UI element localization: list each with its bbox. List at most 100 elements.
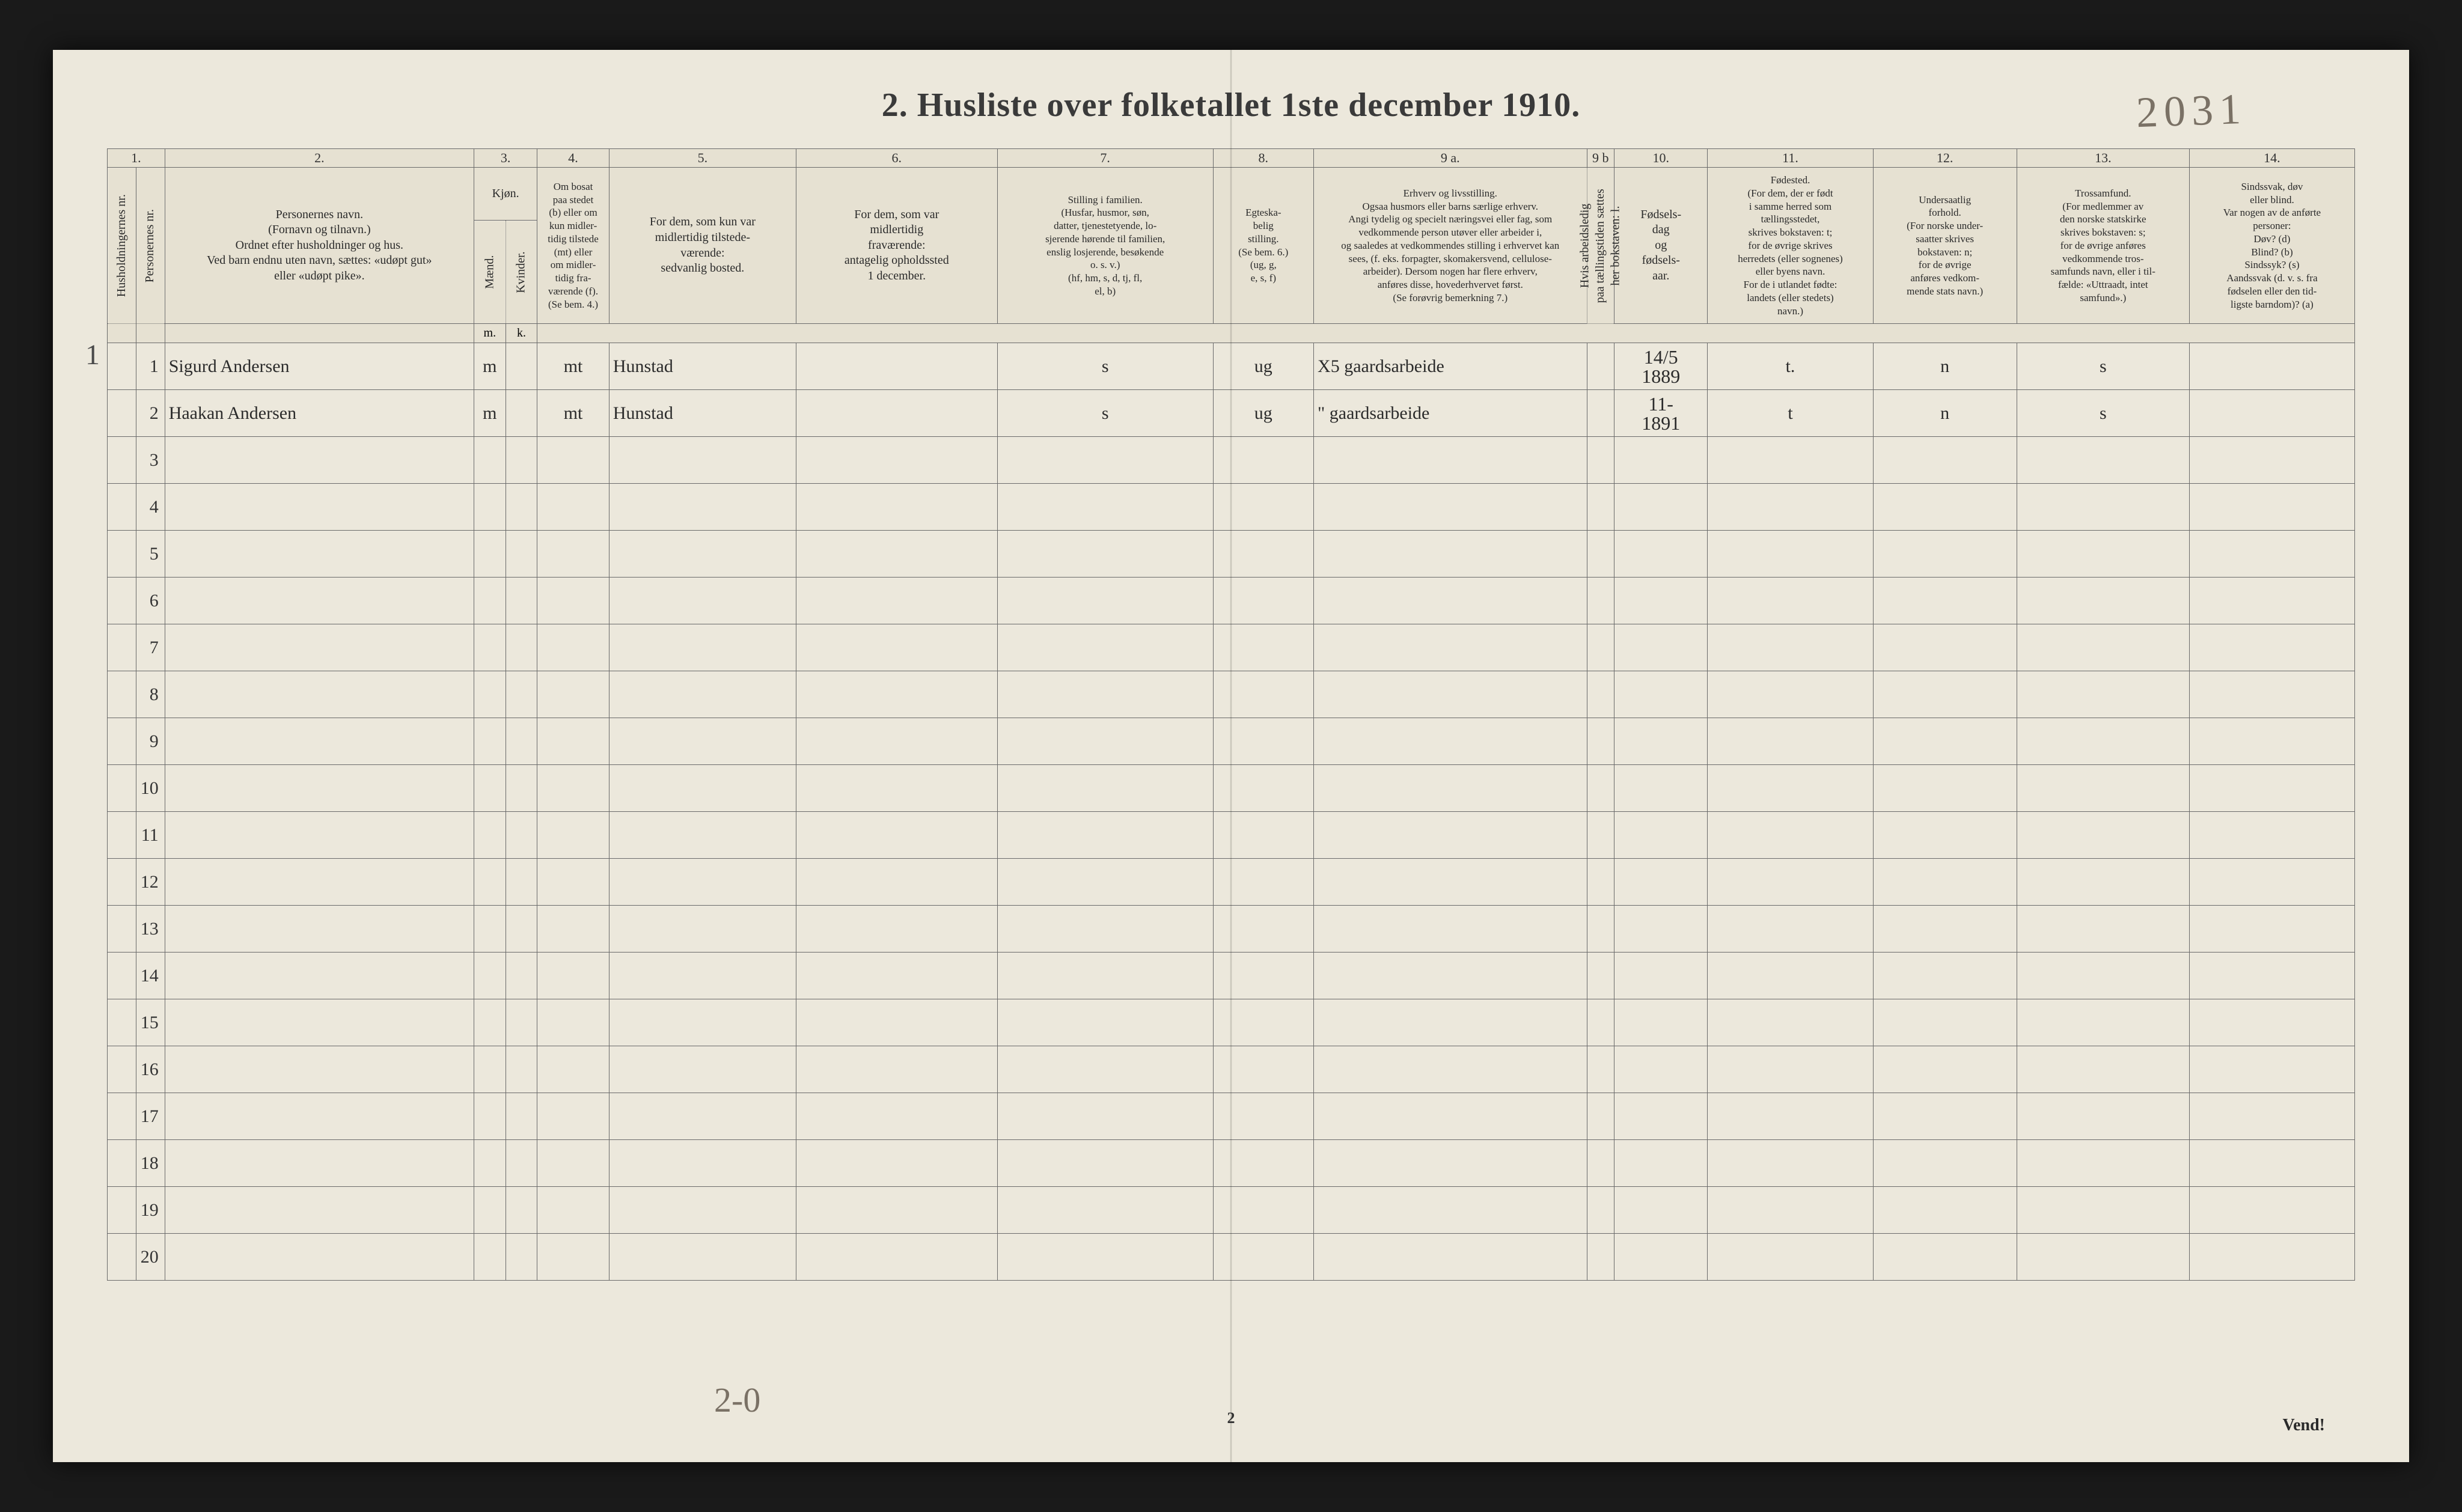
- cell-c9b: [1587, 1140, 1614, 1187]
- cell-c8: [1213, 1046, 1313, 1093]
- cell-c9b: [1587, 1187, 1614, 1234]
- cell-c8: [1213, 437, 1313, 484]
- hdr-k: k.: [506, 324, 537, 343]
- cell-k: [506, 859, 537, 906]
- colnum-3: 3.: [474, 149, 537, 168]
- cell-c9b: [1587, 624, 1614, 671]
- cell-person-nr: 10: [136, 765, 165, 812]
- cell-c14: [2189, 859, 2354, 906]
- cell-c9a: [1314, 859, 1587, 906]
- census-sheet: 2031 2. Husliste over folketallet 1ste d…: [53, 50, 2409, 1462]
- colnum-8: 8.: [1213, 149, 1313, 168]
- cell-k: [506, 624, 537, 671]
- cell-c12: [1873, 999, 2017, 1046]
- cell-c11: t.: [1708, 343, 1873, 390]
- cell-bmt: [537, 1140, 609, 1187]
- cell-c9a: [1314, 999, 1587, 1046]
- cell-c10: [1614, 578, 1707, 624]
- hdr-husholdning-nr: Husholdningernes nr.: [108, 168, 136, 324]
- hdr-bosat: Om bosat paa stedet (b) eller om kun mid…: [537, 168, 609, 324]
- cell-name: [165, 671, 474, 718]
- cell-c9b: [1587, 1093, 1614, 1140]
- hdr-col11: Fødested. (For dem, der er født i samme …: [1708, 168, 1873, 324]
- cell-c9b: [1587, 1046, 1614, 1093]
- blank: [136, 324, 165, 343]
- cell-bmt: [537, 999, 609, 1046]
- cell-c12: [1873, 437, 2017, 484]
- hdr-col7: Stilling i familien. (Husfar, husmor, sø…: [997, 168, 1213, 324]
- paper-fold: [1230, 50, 1232, 1462]
- cell-c8: [1213, 1187, 1313, 1234]
- cell-c8: [1213, 718, 1313, 765]
- cell-c9a: [1314, 812, 1587, 859]
- cell-name: [165, 765, 474, 812]
- cell-c9b: [1587, 812, 1614, 859]
- colnum-2: 2.: [165, 149, 474, 168]
- cell-c13: [2017, 1234, 2189, 1281]
- cell-c9a: X5 gaardsarbeide: [1314, 343, 1587, 390]
- cell-c7: [997, 531, 1213, 578]
- cell-hushold-nr: [108, 1187, 136, 1234]
- cell-c8: ug: [1213, 343, 1313, 390]
- cell-c6: [796, 578, 997, 624]
- cell-c5: [609, 624, 796, 671]
- cell-name: Sigurd Andersen: [165, 343, 474, 390]
- cell-person-nr: 20: [136, 1234, 165, 1281]
- cell-person-nr: 2: [136, 390, 165, 437]
- cell-c7: [997, 859, 1213, 906]
- cell-hushold-nr: [108, 765, 136, 812]
- cell-bmt: [537, 765, 609, 812]
- cell-c6: [796, 531, 997, 578]
- cell-c9a: [1314, 1234, 1587, 1281]
- hdr-kvinder: Kvinder.: [506, 221, 537, 324]
- cell-name: [165, 437, 474, 484]
- cell-c6: [796, 999, 997, 1046]
- cell-c12: [1873, 906, 2017, 953]
- cell-c12: [1873, 671, 2017, 718]
- cell-hushold-nr: [108, 953, 136, 999]
- cell-c9a: [1314, 1140, 1587, 1187]
- cell-hushold-nr: [108, 999, 136, 1046]
- cell-c13: [2017, 999, 2189, 1046]
- cell-c8: [1213, 999, 1313, 1046]
- cell-c11: [1708, 671, 1873, 718]
- cell-c6: [796, 718, 997, 765]
- cell-c10: [1614, 1187, 1707, 1234]
- cell-c14: [2189, 531, 2354, 578]
- cell-k: [506, 437, 537, 484]
- cell-c11: [1708, 1046, 1873, 1093]
- blank: [108, 324, 136, 343]
- hdr-col9a: Erhverv og livsstilling. Ogsaa husmors e…: [1314, 168, 1587, 324]
- cell-c9b: [1587, 718, 1614, 765]
- cell-name: [165, 906, 474, 953]
- cell-c8: [1213, 906, 1313, 953]
- blank: [165, 324, 474, 343]
- cell-c5: [609, 718, 796, 765]
- hdr-person-nr: Personernes nr.: [136, 168, 165, 324]
- cell-c12: [1873, 1093, 2017, 1140]
- page-number: 2: [1227, 1409, 1235, 1427]
- cell-c13: [2017, 812, 2189, 859]
- cell-k: [506, 671, 537, 718]
- cell-c10: [1614, 953, 1707, 999]
- cell-c10: [1614, 531, 1707, 578]
- cell-k: [506, 812, 537, 859]
- cell-name: [165, 1046, 474, 1093]
- cell-hushold-nr: [108, 531, 136, 578]
- cell-k: [506, 1093, 537, 1140]
- cell-c10: [1614, 671, 1707, 718]
- cell-name: [165, 859, 474, 906]
- cell-name: [165, 1234, 474, 1281]
- cell-c8: [1213, 1140, 1313, 1187]
- cell-c14: [2189, 1140, 2354, 1187]
- cell-c10: 14/5 1889: [1614, 343, 1707, 390]
- cell-c14: [2189, 1187, 2354, 1234]
- cell-c13: [2017, 859, 2189, 906]
- cell-c9a: [1314, 578, 1587, 624]
- cell-name: [165, 1187, 474, 1234]
- cell-c5: [609, 1187, 796, 1234]
- cell-k: [506, 1140, 537, 1187]
- cell-c9b: [1587, 484, 1614, 531]
- cell-c11: [1708, 906, 1873, 953]
- colnum-11: 11.: [1708, 149, 1873, 168]
